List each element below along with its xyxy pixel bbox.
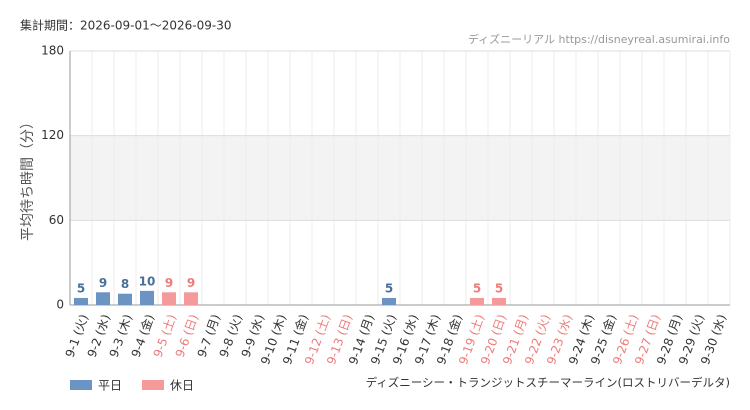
bar: [492, 297, 506, 305]
bar: [162, 292, 176, 305]
value-label: 5: [495, 281, 503, 295]
value-label: 9: [165, 276, 173, 290]
bar: [140, 290, 154, 305]
value-label: 9: [187, 276, 195, 290]
bar: [382, 297, 396, 305]
legend-swatch: [142, 380, 164, 390]
bar: [184, 292, 198, 305]
value-label: 10: [139, 274, 156, 288]
legend-label: 休日: [170, 379, 194, 393]
y-axis-title: 平均待ち時間（分）: [20, 115, 36, 241]
value-label: 9: [99, 276, 107, 290]
attraction: ディズニーシー・トランジットスチーマーライン(ロストリバーデルタ): [366, 376, 730, 390]
source: ディズニーリアル https://disneyreal.asumirai.inf…: [468, 32, 730, 46]
y-tick-label: 0: [56, 298, 64, 312]
bar: [470, 297, 484, 305]
legend-label: 平日: [98, 379, 122, 393]
value-label: 5: [473, 281, 481, 295]
bar: [118, 293, 132, 305]
period: 集計期間：2026-09-01～2026-09-30: [20, 18, 231, 33]
y-tick-label: 60: [49, 213, 64, 227]
value-label: 5: [385, 281, 393, 295]
legend-swatch: [70, 380, 92, 390]
bar: [96, 292, 110, 305]
value-label: 5: [77, 281, 85, 295]
value-label: 8: [121, 277, 129, 291]
bar: [74, 297, 88, 305]
y-tick-label: 180: [41, 44, 64, 58]
y-tick-label: 120: [41, 128, 64, 142]
